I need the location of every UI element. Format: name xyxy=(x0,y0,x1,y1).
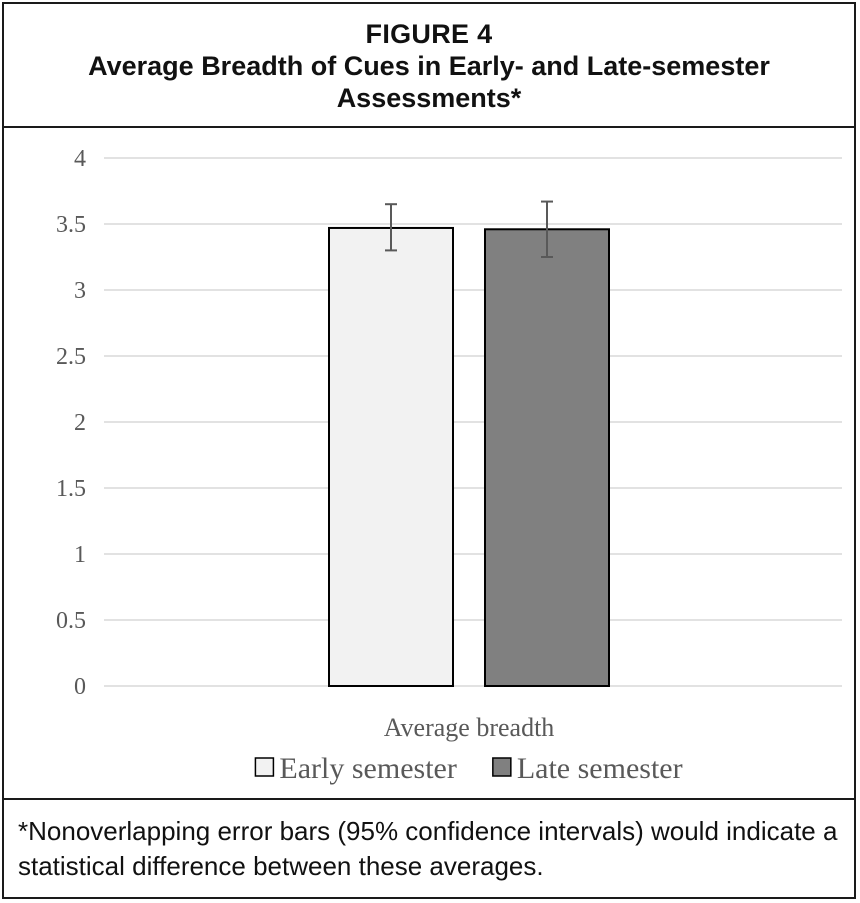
y-tick-label: 3.5 xyxy=(56,212,86,238)
y-tick-label: 1.5 xyxy=(56,476,86,502)
x-category-label: Average breadth xyxy=(384,713,555,742)
legend-swatch xyxy=(254,757,275,777)
y-tick-label: 3 xyxy=(74,278,86,304)
legend: Early semester Late semester xyxy=(254,752,683,785)
y-tick-label: 2 xyxy=(74,410,86,436)
y-tick-label: 2.5 xyxy=(56,344,86,370)
y-tick-label: 1 xyxy=(74,542,86,568)
legend-label: Late semester xyxy=(517,752,683,785)
legend-label: Early semester xyxy=(279,752,456,785)
figure-label: FIGURE 4 xyxy=(365,19,493,49)
figure-footnote: *Nonoverlapping error bars (95% confiden… xyxy=(4,798,854,901)
bar xyxy=(484,228,610,687)
y-tick-label: 0.5 xyxy=(56,608,86,634)
y-tick-label: 4 xyxy=(74,146,86,172)
figure-title: Average Breadth of Cues in Early- and La… xyxy=(88,51,770,113)
legend-item: Late semester xyxy=(492,752,683,785)
legend-swatch xyxy=(492,757,512,777)
y-axis-ticks: 0 0.5 1 1.5 2 2.5 3 3.5 4 xyxy=(56,146,86,700)
chart-area: 0 0.5 1 1.5 2 2.5 3 3.5 4 Average breadth Early … xyxy=(4,128,854,798)
bar xyxy=(328,226,454,688)
x-axis-categories: Average breadth xyxy=(384,713,555,742)
y-tick-label: 0 xyxy=(74,674,86,700)
figure-header: FIGURE 4 Average Breadth of Cues in Earl… xyxy=(4,4,854,128)
legend-item: Early semester xyxy=(254,752,457,785)
gridlines xyxy=(104,157,842,687)
error-bars xyxy=(385,200,553,258)
bars xyxy=(328,226,610,688)
bar-chart: 0 0.5 1 1.5 2 2.5 3 3.5 4 Average breadth Early … xyxy=(56,146,842,785)
